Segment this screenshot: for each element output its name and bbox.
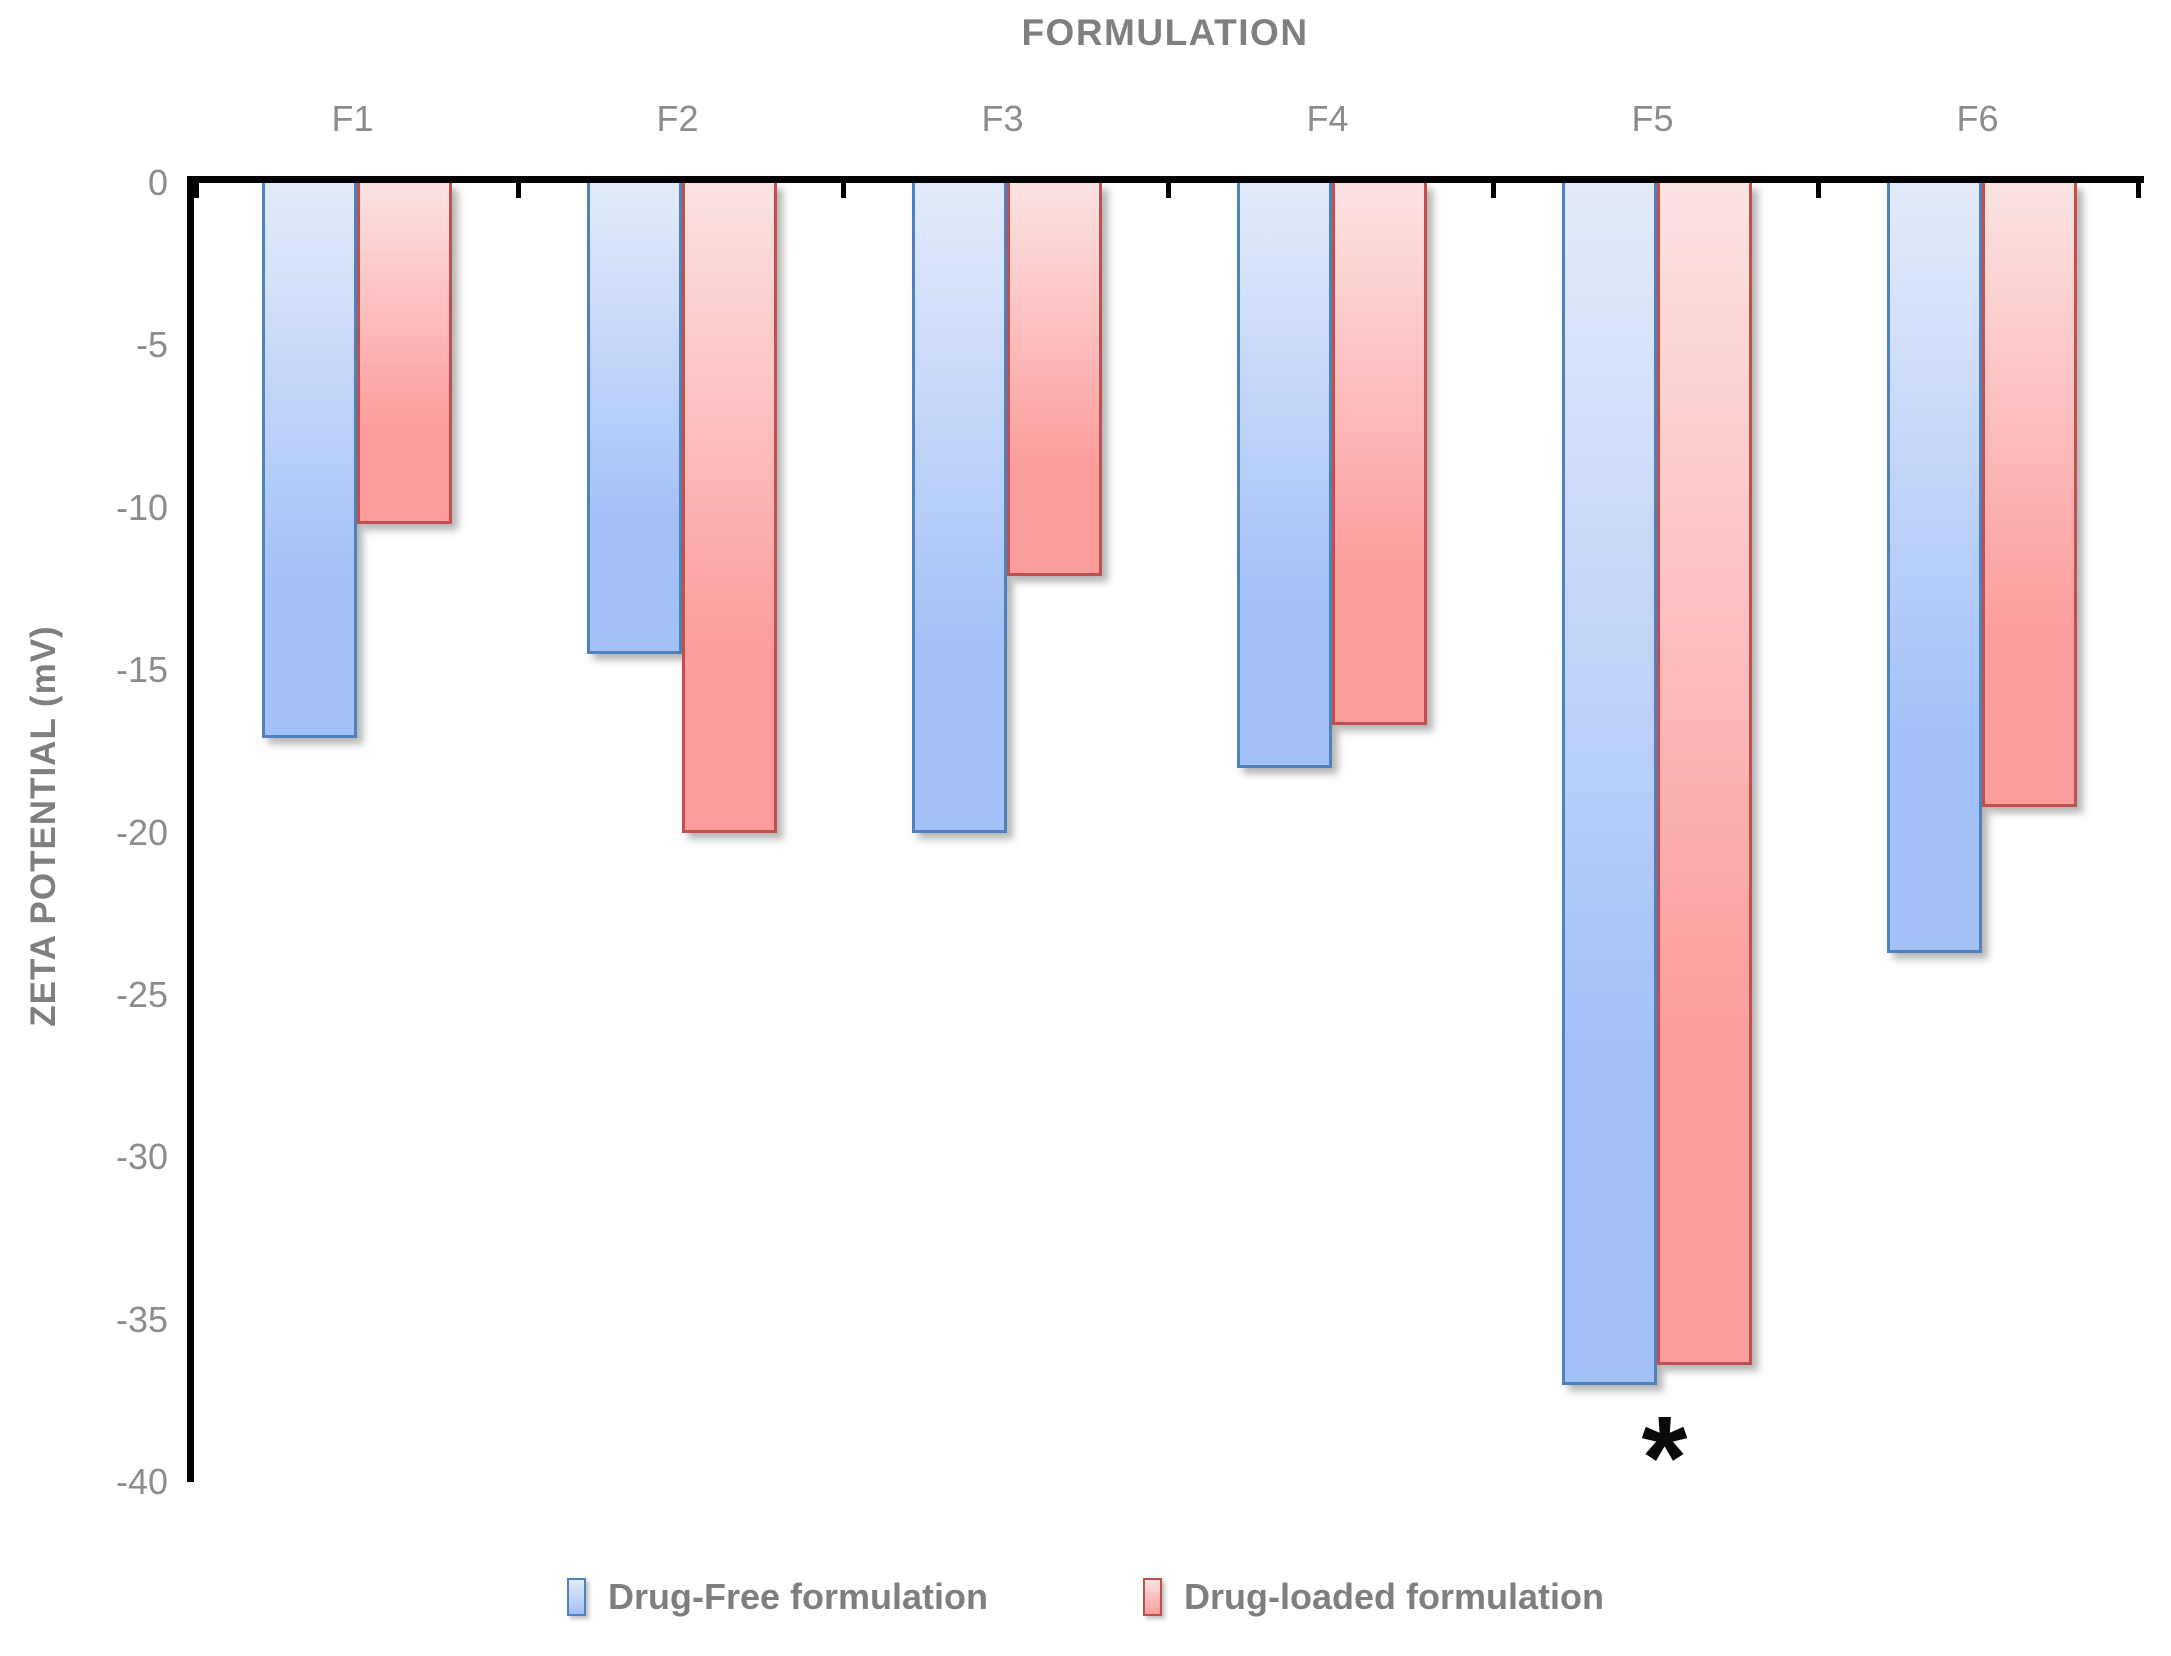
y-tick-label-0: 0 bbox=[147, 162, 168, 203]
y-tick-label-neg30: -30 bbox=[115, 1136, 168, 1178]
x-tick-label-f4: F4 bbox=[1306, 98, 1349, 139]
legend-label: Drug-Free formulation bbox=[608, 1576, 989, 1617]
x-tick-label-f3: F3 bbox=[981, 98, 1024, 139]
x-axis-boundary-tick bbox=[841, 183, 846, 198]
y-tick-label-neg25: -25 bbox=[115, 973, 168, 1015]
y-tick-label-neg10: -10 bbox=[115, 486, 168, 528]
bar-drug-loaded-f2 bbox=[681, 183, 777, 833]
x-axis-boundary-tick bbox=[1166, 183, 1171, 198]
legend-label: Drug-loaded formulation bbox=[1184, 1576, 1604, 1617]
x-axis-category-labels: F1 F2 F3 F4 F5 F6 bbox=[190, 96, 2140, 142]
x-axis-boundary-tick bbox=[1816, 183, 1821, 198]
plot-area bbox=[187, 176, 2144, 1482]
y-tick-label-neg15: -15 bbox=[115, 649, 168, 691]
legend-swatch-icon bbox=[567, 1578, 586, 1616]
x-tick-label-f1: F1 bbox=[331, 98, 374, 139]
bar-drug-loaded-f1 bbox=[356, 183, 452, 524]
bar-drug-loaded-f3 bbox=[1006, 183, 1102, 576]
bar-drug-free-f3 bbox=[911, 183, 1007, 833]
bar-drug-free-f1 bbox=[261, 183, 357, 739]
legend-item-drug-loaded: Drug-loaded formulation bbox=[1143, 1576, 1604, 1618]
x-axis-boundary-tick bbox=[516, 183, 521, 198]
bar-drug-loaded-f6 bbox=[1981, 183, 2077, 807]
bar-drug-free-f4 bbox=[1236, 183, 1332, 768]
bar-drug-free-f2 bbox=[586, 183, 682, 654]
bar-drug-free-f5 bbox=[1561, 183, 1657, 1385]
y-tick-label-neg40: -40 bbox=[115, 1461, 168, 1502]
x-tick-label-f2: F2 bbox=[656, 98, 699, 139]
x-tick-label-f5: F5 bbox=[1631, 98, 1674, 139]
significance-asterisk: * bbox=[1641, 1392, 1688, 1524]
x-axis-boundary-tick bbox=[1491, 183, 1496, 198]
y-tick-label-neg20: -20 bbox=[115, 811, 168, 853]
bar-drug-loaded-f4 bbox=[1331, 183, 1427, 726]
legend-swatch-icon bbox=[1143, 1578, 1163, 1616]
x-tick-label-f6: F6 bbox=[1956, 98, 1999, 139]
legend: Drug-Free formulation Drug-loaded formula… bbox=[0, 1576, 2171, 1618]
x-axis-boundary-tick bbox=[2136, 183, 2141, 198]
x-axis-boundary-tick bbox=[194, 183, 199, 198]
legend-item-drug-free: Drug-Free formulation bbox=[567, 1576, 988, 1618]
bar-drug-loaded-f5 bbox=[1656, 183, 1752, 1366]
bar-drug-free-f6 bbox=[1886, 183, 1982, 953]
y-tick-label-neg5: -5 bbox=[135, 324, 168, 366]
chart-title: FORMULATION bbox=[1021, 12, 1309, 53]
y-tick-label-neg35: -35 bbox=[115, 1298, 168, 1340]
